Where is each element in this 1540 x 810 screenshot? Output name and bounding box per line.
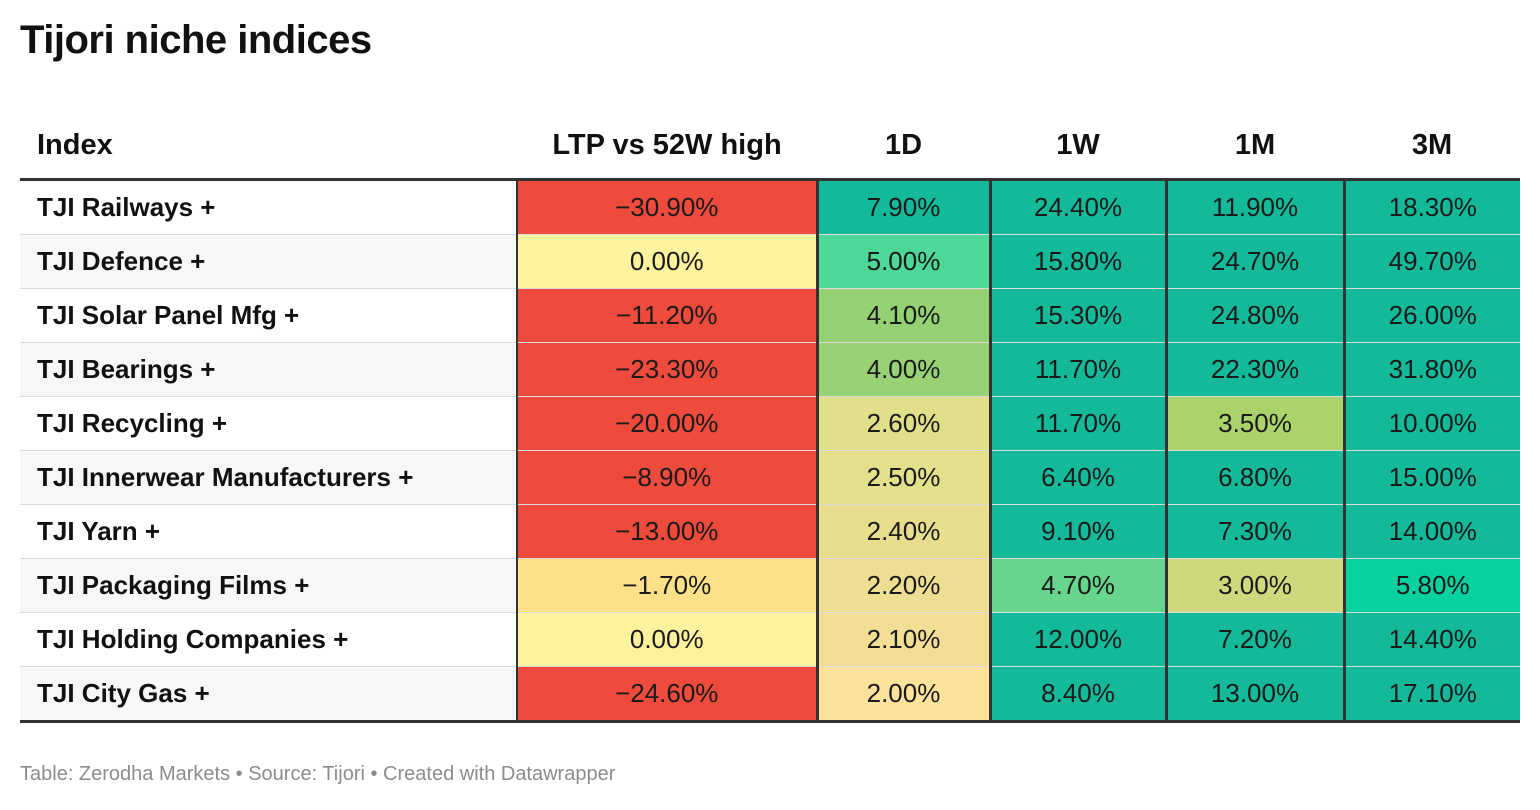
value-cell-1w: 4.70% [988, 558, 1166, 613]
value-cell-1w: 15.30% [988, 288, 1166, 343]
table-row: TJI Yarn + −13.00% 2.40% 9.10% 7.30% 14.00% [20, 504, 1520, 559]
value-cell-1m: 7.20% [1164, 612, 1344, 667]
value-cell-3m: 26.00% [1342, 288, 1520, 343]
value-cell-ltp-vs-52w-high: −20.00% [516, 396, 817, 451]
index-name-cell: TJI City Gas + [20, 666, 517, 723]
table-row: TJI Recycling + −20.00% 2.60% 11.70% 3.50% 10… [20, 396, 1520, 451]
value-cell-1m: 3.50% [1164, 396, 1344, 451]
value-cell-1w: 12.00% [988, 612, 1166, 667]
value-cell-1w: 8.40% [988, 666, 1166, 723]
value-cell-1w: 9.10% [988, 504, 1166, 559]
value-cell-1w: 24.40% [988, 179, 1166, 235]
value-cell-3m: 10.00% [1342, 396, 1520, 451]
value-cell-1d: 5.00% [815, 234, 990, 289]
table-body: TJI Railways + −30.90% 7.90% 24.40% 11.90% 18… [20, 179, 1520, 723]
value-cell-ltp-vs-52w-high: −30.90% [516, 179, 817, 235]
value-cell-3m: 5.80% [1342, 558, 1520, 613]
table-row: TJI City Gas + −24.60% 2.00% 8.40% 13.00% 17.… [20, 666, 1520, 723]
value-cell-3m: 31.80% [1342, 342, 1520, 397]
value-cell-ltp-vs-52w-high: −13.00% [516, 504, 817, 559]
index-name-cell: TJI Railways + [20, 179, 517, 235]
table-row: TJI Railways + −30.90% 7.90% 24.40% 11.90% 18… [20, 179, 1520, 235]
value-cell-ltp-vs-52w-high: −23.30% [516, 342, 817, 397]
value-cell-1w: 11.70% [988, 342, 1166, 397]
heatmap-table: Index LTP vs 52W high 1D 1W 1M 3M TJI Ra… [20, 112, 1520, 723]
value-cell-1w: 6.40% [988, 450, 1166, 505]
column-header-1d[interactable]: 1D [884, 128, 923, 161]
index-name-cell: TJI Packaging Films + [20, 558, 517, 613]
value-cell-1w: 11.70% [988, 396, 1166, 451]
value-cell-ltp-vs-52w-high: −8.90% [516, 450, 817, 505]
value-cell-1w: 15.80% [988, 234, 1166, 289]
value-cell-1d: 2.20% [815, 558, 990, 613]
value-cell-3m: 18.30% [1342, 179, 1520, 235]
column-header-ltp-vs-52w-high[interactable]: LTP vs 52W high [552, 128, 782, 161]
column-header-index[interactable]: Index [37, 128, 113, 161]
value-cell-1m: 13.00% [1164, 666, 1344, 723]
value-cell-1d: 4.00% [815, 342, 990, 397]
value-cell-1m: 7.30% [1164, 504, 1344, 559]
value-cell-ltp-vs-52w-high: −1.70% [516, 558, 817, 613]
chart-title: Tijori niche indices [20, 18, 372, 62]
index-name-cell: TJI Yarn + [20, 504, 517, 559]
table-row: TJI Holding Companies +0.00% 2.10% 12.00% 7… [20, 612, 1520, 667]
index-name-cell: TJI Innerwear Manufacturers + [20, 450, 517, 505]
value-cell-1d: 2.00% [815, 666, 990, 723]
value-cell-3m: 15.00% [1342, 450, 1520, 505]
column-header-1m[interactable]: 1M [1234, 128, 1276, 161]
column-header-1w[interactable]: 1W [1056, 128, 1100, 161]
value-cell-ltp-vs-52w-high: −24.60% [516, 666, 817, 723]
column-header-3m[interactable]: 3M [1411, 128, 1453, 161]
source-footer: Table: Zerodha Markets • Source: Tijori … [20, 763, 616, 785]
index-name-cell: TJI Bearings + [20, 342, 517, 397]
table-row: TJI Packaging Films + −1.70% 2.20% 4.70% 3.0… [20, 558, 1520, 613]
value-cell-3m: 49.70% [1342, 234, 1520, 289]
value-cell-3m: 14.40% [1342, 612, 1520, 667]
value-cell-1d: 2.40% [815, 504, 990, 559]
table-row: TJI Solar Panel Mfg + −11.20% 4.10% 15.30% 2… [20, 288, 1520, 343]
value-cell-3m: 17.10% [1342, 666, 1520, 723]
index-name-cell: TJI Holding Companies + [20, 612, 517, 667]
table-row: TJI Bearings + −23.30% 4.00% 11.70% 22.30% 31… [20, 342, 1520, 397]
value-cell-1d: 2.60% [815, 396, 990, 451]
value-cell-1d: 2.50% [815, 450, 990, 505]
table-row: TJI Defence +0.00% 5.00% 15.80% 24.70% 49.70… [20, 234, 1520, 289]
value-cell-1m: 24.70% [1164, 234, 1344, 289]
value-cell-ltp-vs-52w-high: 0.00% [516, 234, 817, 289]
value-cell-1m: 3.00% [1164, 558, 1344, 613]
value-cell-1m: 24.80% [1164, 288, 1344, 343]
value-cell-3m: 14.00% [1342, 504, 1520, 559]
index-name-cell: TJI Recycling + [20, 396, 517, 451]
value-cell-1d: 2.10% [815, 612, 990, 667]
value-cell-1m: 6.80% [1164, 450, 1344, 505]
value-cell-1d: 7.90% [815, 179, 990, 235]
table-row: TJI Innerwear Manufacturers + −8.90% 2.50%… [20, 450, 1520, 505]
value-cell-ltp-vs-52w-high: −11.20% [516, 288, 817, 343]
value-cell-ltp-vs-52w-high: 0.00% [516, 612, 817, 667]
index-name-cell: TJI Solar Panel Mfg + [20, 288, 517, 343]
value-cell-1m: 22.30% [1164, 342, 1344, 397]
value-cell-1m: 11.90% [1164, 179, 1344, 235]
index-name-cell: TJI Defence + [20, 234, 517, 289]
header-row: Index LTP vs 52W high 1D 1W 1M 3M [20, 112, 1520, 180]
value-cell-1d: 4.10% [815, 288, 990, 343]
